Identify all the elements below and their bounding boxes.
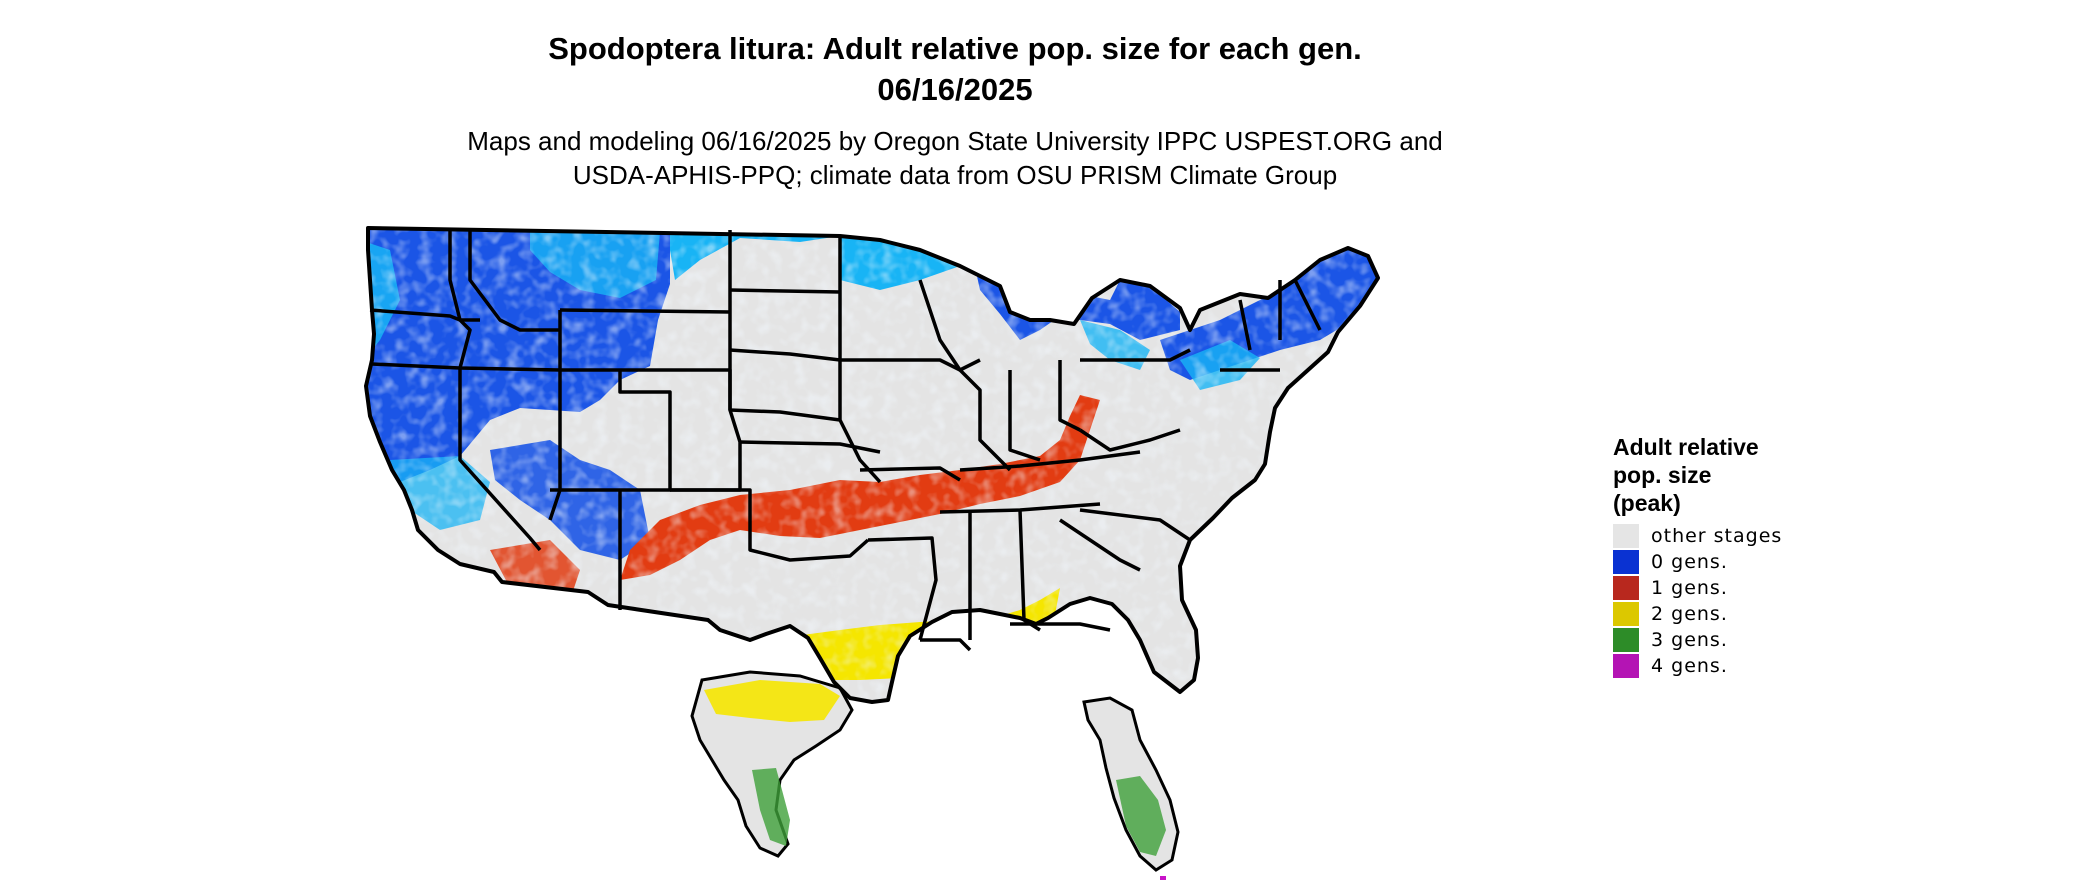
border-sd-ne xyxy=(729,348,841,362)
border-ca-nv xyxy=(458,368,542,552)
map-title: Spodoptera litura: Adult relative pop. s… xyxy=(0,28,1910,110)
state-borders xyxy=(369,230,1322,652)
legend-item-other: other stages xyxy=(1613,523,1843,549)
legend-item-1gens: 1 gens. xyxy=(1613,575,1843,601)
border-ks-ok xyxy=(739,440,881,454)
us-outline xyxy=(364,226,1380,704)
legend-title-line1: Adult relative xyxy=(1613,434,1759,460)
border-id-mt xyxy=(468,230,560,332)
legend-title-line3: (peak) xyxy=(1613,490,1681,516)
legend-item-3gens: 3 gens. xyxy=(1613,627,1843,653)
border-nc-sc xyxy=(1079,508,1191,542)
map-subtitle: Maps and modeling 06/16/2025 by Oregon S… xyxy=(0,124,1910,192)
legend-item-2gens: 2 gens. xyxy=(1613,601,1843,627)
legend-label-other: other stages xyxy=(1651,525,1783,547)
legend-label-1gens: 1 gens. xyxy=(1651,577,1728,599)
legend: Adult relative pop. size (peak) other st… xyxy=(1613,433,1843,679)
legend-item-0gens: 0 gens. xyxy=(1613,549,1843,575)
legend-item-4gens: 4 gens. xyxy=(1613,653,1843,679)
map-fill xyxy=(366,228,1378,726)
border-ut-co xyxy=(550,370,672,492)
texas-green xyxy=(752,768,790,846)
border-oh-pa xyxy=(1058,360,1081,432)
legend-label-4gens: 4 gens. xyxy=(1651,655,1728,677)
legend-swatch-other xyxy=(1613,524,1639,548)
legend-swatch-0gens xyxy=(1613,550,1639,574)
border-fl-north xyxy=(1010,622,1111,632)
border-ar-la xyxy=(867,536,938,641)
speckle-texture xyxy=(366,228,1378,702)
border-va-wv xyxy=(1079,428,1181,452)
border-in-oh xyxy=(1008,370,1041,462)
region-3gens-gulf xyxy=(1020,708,1050,726)
legend-title-line2: pop. size xyxy=(1613,462,1712,488)
legend-label-2gens: 2 gens. xyxy=(1651,603,1728,625)
border-il xyxy=(958,368,1012,472)
map-title-date: 06/16/2025 xyxy=(877,72,1033,107)
texas-yellow xyxy=(704,680,840,722)
border-ia-mo xyxy=(840,358,961,372)
border-pa-ny xyxy=(1080,348,1191,362)
map-title-line1: Spodoptera litura: Adult relative pop. s… xyxy=(548,31,1362,66)
border-mt-wy xyxy=(559,308,731,314)
border-nd-sd xyxy=(729,288,841,294)
legend-swatch-4gens xyxy=(1613,654,1639,678)
map-subtitle-line1: Maps and modeling 06/16/2025 by Oregon S… xyxy=(467,126,1443,156)
legend-label-3gens: 3 gens. xyxy=(1651,629,1728,651)
legend-swatch-1gens xyxy=(1613,576,1639,600)
border-ky-tn xyxy=(959,450,1141,472)
border-nd-sd-ne xyxy=(728,230,841,422)
border-id-west xyxy=(448,230,472,369)
border-mn-wi xyxy=(918,279,981,372)
legend-title: Adult relative pop. size (peak) xyxy=(1613,433,1843,517)
border-wa-or xyxy=(369,308,480,322)
us-map xyxy=(364,226,1380,880)
map-subtitle-line2: USDA-APHIS-PPQ; climate data from OSU PR… xyxy=(572,160,1338,190)
legend-swatch-3gens xyxy=(1613,628,1639,652)
border-la-ms xyxy=(920,638,972,652)
border-ga-sc xyxy=(1059,518,1141,572)
legend-swatch-2gens xyxy=(1613,602,1639,626)
legend-label-0gens: 0 gens. xyxy=(1651,551,1728,573)
border-al-ga xyxy=(1018,509,1041,632)
border-ok-tx xyxy=(670,488,870,562)
border-ne-states xyxy=(1220,279,1322,372)
region-4gens-speck xyxy=(1160,876,1166,880)
florida-green xyxy=(1116,776,1166,856)
border-mo-ar xyxy=(859,466,961,482)
